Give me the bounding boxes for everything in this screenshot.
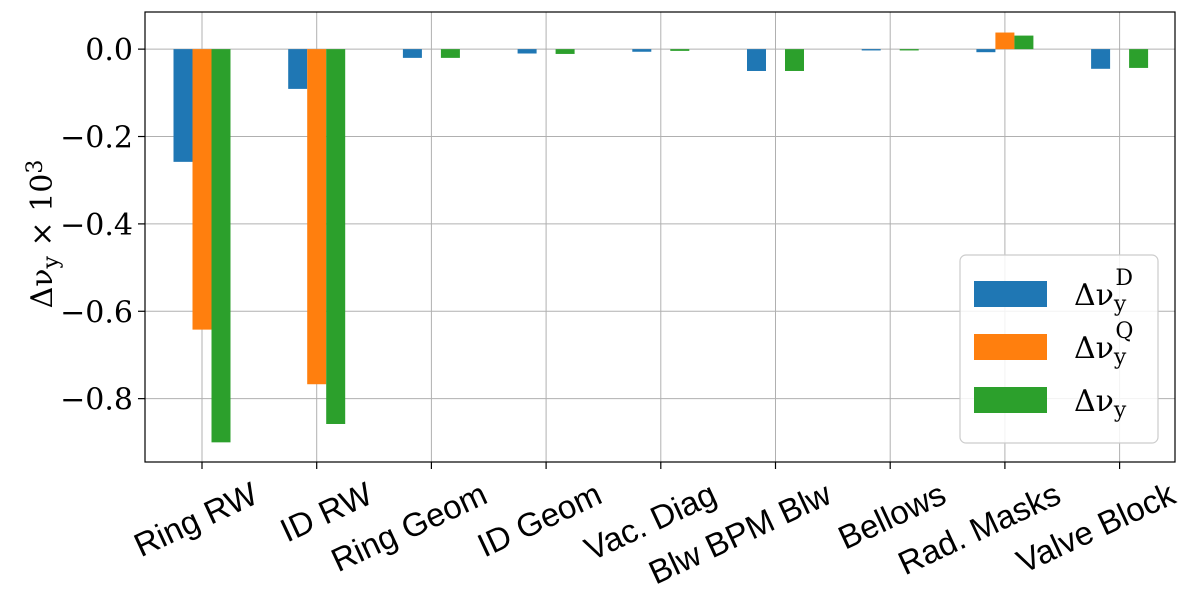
bar [326,49,346,424]
bar [517,49,537,54]
legend-swatch [974,334,1047,360]
bars [173,32,1149,443]
y-axis-title-text: Δνy × 103 [23,160,64,309]
bar [995,32,1015,50]
legend-swatch [974,387,1047,413]
x-tick-label: Ring RW [128,474,264,563]
bar [288,49,308,89]
bar [555,49,575,54]
y-tick-label: −0.2 [60,121,133,156]
y-tick-label: −0.4 [60,208,133,243]
bar [402,49,422,58]
bar [211,49,231,443]
bar [192,49,212,330]
bar [632,49,652,52]
bar [1091,49,1111,69]
bar [670,49,690,51]
bar [785,49,804,71]
bar [861,49,881,51]
bar [440,49,460,58]
legend-label: ΔνyD [1074,266,1133,317]
y-tick-label: 0.0 [85,33,133,68]
bar [747,49,766,71]
bar [1129,49,1149,68]
bar [899,49,919,51]
bar [307,49,327,385]
legend-label: Δνy [1074,384,1127,423]
y-axis-ticks: 0.0 −0.2 −0.4 −0.6 −0.8 [60,33,145,418]
legend-swatch [974,281,1047,307]
y-axis-title: Δνy × 103 [23,160,64,309]
bar [976,49,996,53]
bar [1014,35,1034,50]
plot-frame [144,11,1176,463]
y-tick-label: −0.6 [60,295,133,330]
y-tick-label: −0.8 [60,383,133,418]
legend-label: ΔνyQ [1074,319,1133,370]
bar [173,49,193,162]
